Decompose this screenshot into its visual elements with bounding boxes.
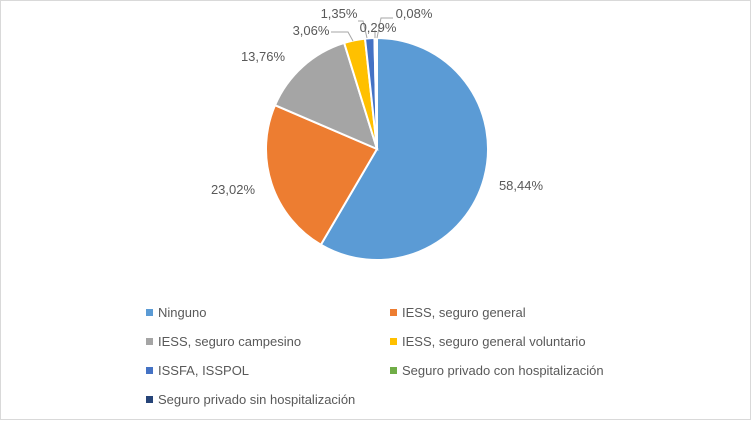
leader-line-4	[331, 31, 354, 42]
data-label-7: 0,08%	[396, 6, 433, 21]
data-label-1: 58,44%	[499, 178, 544, 193]
legend-swatch	[390, 338, 397, 345]
legend-item-5: ISSFA, ISSPOL	[146, 360, 390, 381]
legend-item-7: Seguro privado sin hospitalización	[146, 389, 390, 410]
legend: Ninguno IESS, seguro general IESS, seguro …	[146, 302, 646, 410]
legend-swatch	[146, 309, 153, 316]
legend-label: IESS, seguro general	[402, 305, 526, 320]
legend-label: Seguro privado con hospitalización	[402, 363, 604, 378]
pie-slice-2	[265, 103, 379, 247]
legend-label: IESS, seguro campesino	[158, 334, 302, 349]
leader-line-7	[376, 17, 393, 39]
data-label-4: 3,06%	[293, 23, 330, 38]
legend-item-3: IESS, seguro campesino	[146, 331, 390, 352]
legend-item-2: IESS, seguro general	[390, 302, 646, 323]
pie-slice-1	[319, 36, 490, 261]
leader-lines	[331, 17, 393, 42]
legend-swatch	[390, 367, 397, 374]
legend-label: Ninguno	[158, 305, 207, 320]
data-label-2: 23,02%	[211, 182, 256, 197]
legend-label: ISSFA, ISSPOL	[158, 363, 250, 378]
legend-swatch	[146, 367, 153, 374]
legend-label: IESS, seguro general voluntario	[402, 334, 586, 349]
legend-swatch	[390, 309, 397, 316]
legend-item-1: Ninguno	[146, 302, 390, 323]
data-label-6: 0,29%	[360, 20, 397, 35]
legend-item-6: Seguro privado con hospitalización	[390, 360, 646, 381]
data-labels: 58,44% 23,02% 13,76% 3,06% 1,35%0,29%0,08%	[211, 6, 544, 197]
legend-swatch	[146, 338, 153, 345]
data-label-3: 13,76%	[241, 49, 286, 64]
pie-slice-7	[375, 36, 378, 150]
leader-line-5	[358, 20, 368, 39]
data-label-5: 1,35%	[321, 6, 358, 21]
legend-label: Seguro privado sin hospitalización	[158, 392, 356, 407]
legend-item-4: IESS, seguro general voluntario	[390, 331, 646, 352]
legend-swatch	[146, 396, 153, 403]
pie-slices	[265, 36, 490, 261]
